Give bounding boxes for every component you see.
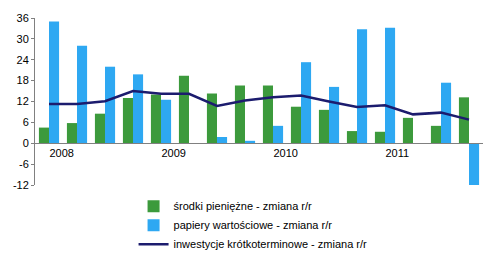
svg-text:24: 24 bbox=[17, 54, 29, 66]
svg-text:środki pieniężne - zmiana r/r: środki pieniężne - zmiana r/r bbox=[174, 200, 313, 212]
svg-text:2011: 2011 bbox=[386, 147, 410, 159]
svg-text:inwestycje krótkoterminowe - z: inwestycje krótkoterminowe - zmiana r/r bbox=[174, 238, 368, 250]
svg-text:36: 36 bbox=[17, 12, 29, 24]
svg-text:papiery wartościowe - zmiana r: papiery wartościowe - zmiana r/r bbox=[174, 219, 333, 231]
svg-text:2009: 2009 bbox=[162, 147, 186, 159]
svg-text:-12: -12 bbox=[13, 179, 29, 191]
svg-text:30: 30 bbox=[17, 33, 29, 45]
svg-text:2010: 2010 bbox=[274, 147, 298, 159]
svg-text:12: 12 bbox=[17, 95, 29, 107]
svg-text:18: 18 bbox=[17, 74, 29, 86]
svg-text:6: 6 bbox=[23, 116, 29, 128]
svg-text:0: 0 bbox=[23, 137, 29, 149]
svg-text:-6: -6 bbox=[19, 158, 29, 170]
svg-text:2008: 2008 bbox=[50, 147, 74, 159]
